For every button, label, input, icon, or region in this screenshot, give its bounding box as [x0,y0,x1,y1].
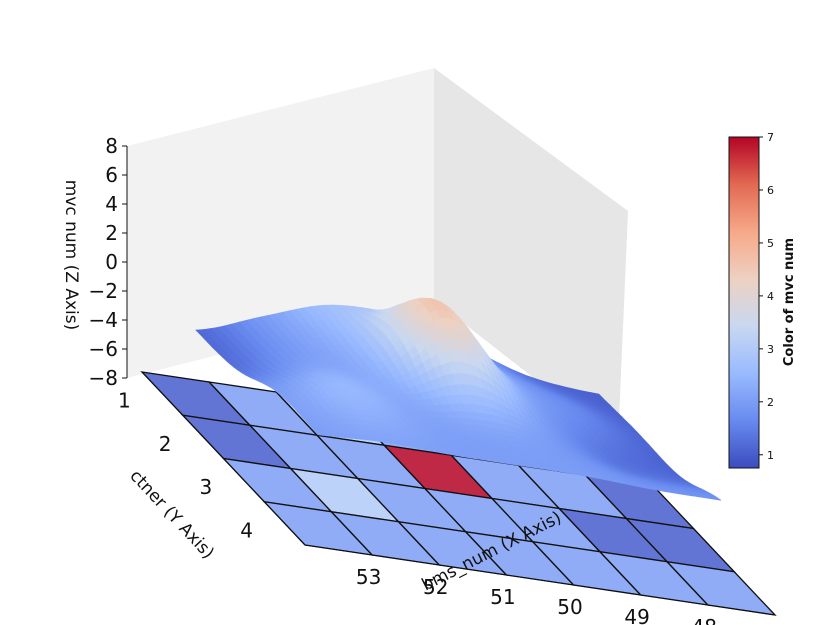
z-tick-label: −6 [89,337,118,361]
z-tick-label: −2 [89,279,118,303]
back-left-pane [127,68,434,378]
colorbar-tick-label: 1 [767,449,774,462]
colorbar-tick-label: 2 [767,396,774,409]
x-tick-label: 51 [490,585,515,609]
surface-patch [313,430,327,437]
colorbar-label: Color of mvc num [782,238,797,366]
z-tick-label: −4 [89,308,118,332]
colorbar-ticks: 1 2 3 4 5 6 7 [759,131,774,462]
colorbar-tick-label: 5 [767,237,774,250]
y-tick-label: 2 [159,432,172,456]
colorbar-tick-label: 3 [767,343,774,356]
colorbar: 1 2 3 4 5 6 7 Color of mvc num [728,131,797,469]
colorbar-tick-label: 6 [767,184,774,197]
y-axis-line [141,371,306,546]
x-tick-label: 48 [692,615,717,625]
x-tick-label: 53 [356,565,381,589]
z-tick-label: 8 [105,134,118,158]
z-axis: 8 6 4 2 0 −2 −4 −6 −8 [89,134,128,390]
z-tick-label: 4 [105,192,118,216]
surface-mesh [195,297,722,501]
y-axis: 1 2 3 4 [118,371,306,546]
y-tick-label: 3 [200,475,213,499]
back-right-pane [434,68,628,444]
colorbar-gradient [728,136,760,469]
colorbar-tick-label: 4 [767,290,774,303]
x-axis: 53525150494847 [304,544,776,625]
x-axis-line [304,544,776,616]
y-tick-label: 1 [118,389,131,413]
colorbar-tick-label: 7 [767,131,774,144]
z-tick-label: 2 [105,221,118,245]
x-tick-label: 52 [423,575,448,599]
y-tick-label: 4 [240,518,253,542]
z-axis-label: mvc num (Z Axis) [61,180,81,330]
z-tick-label: 6 [105,163,118,187]
z-tick-label: 0 [105,250,118,274]
x-tick-label: 49 [624,605,649,625]
x-tick-label: 50 [557,595,582,619]
z-tick-label: −8 [89,366,118,390]
